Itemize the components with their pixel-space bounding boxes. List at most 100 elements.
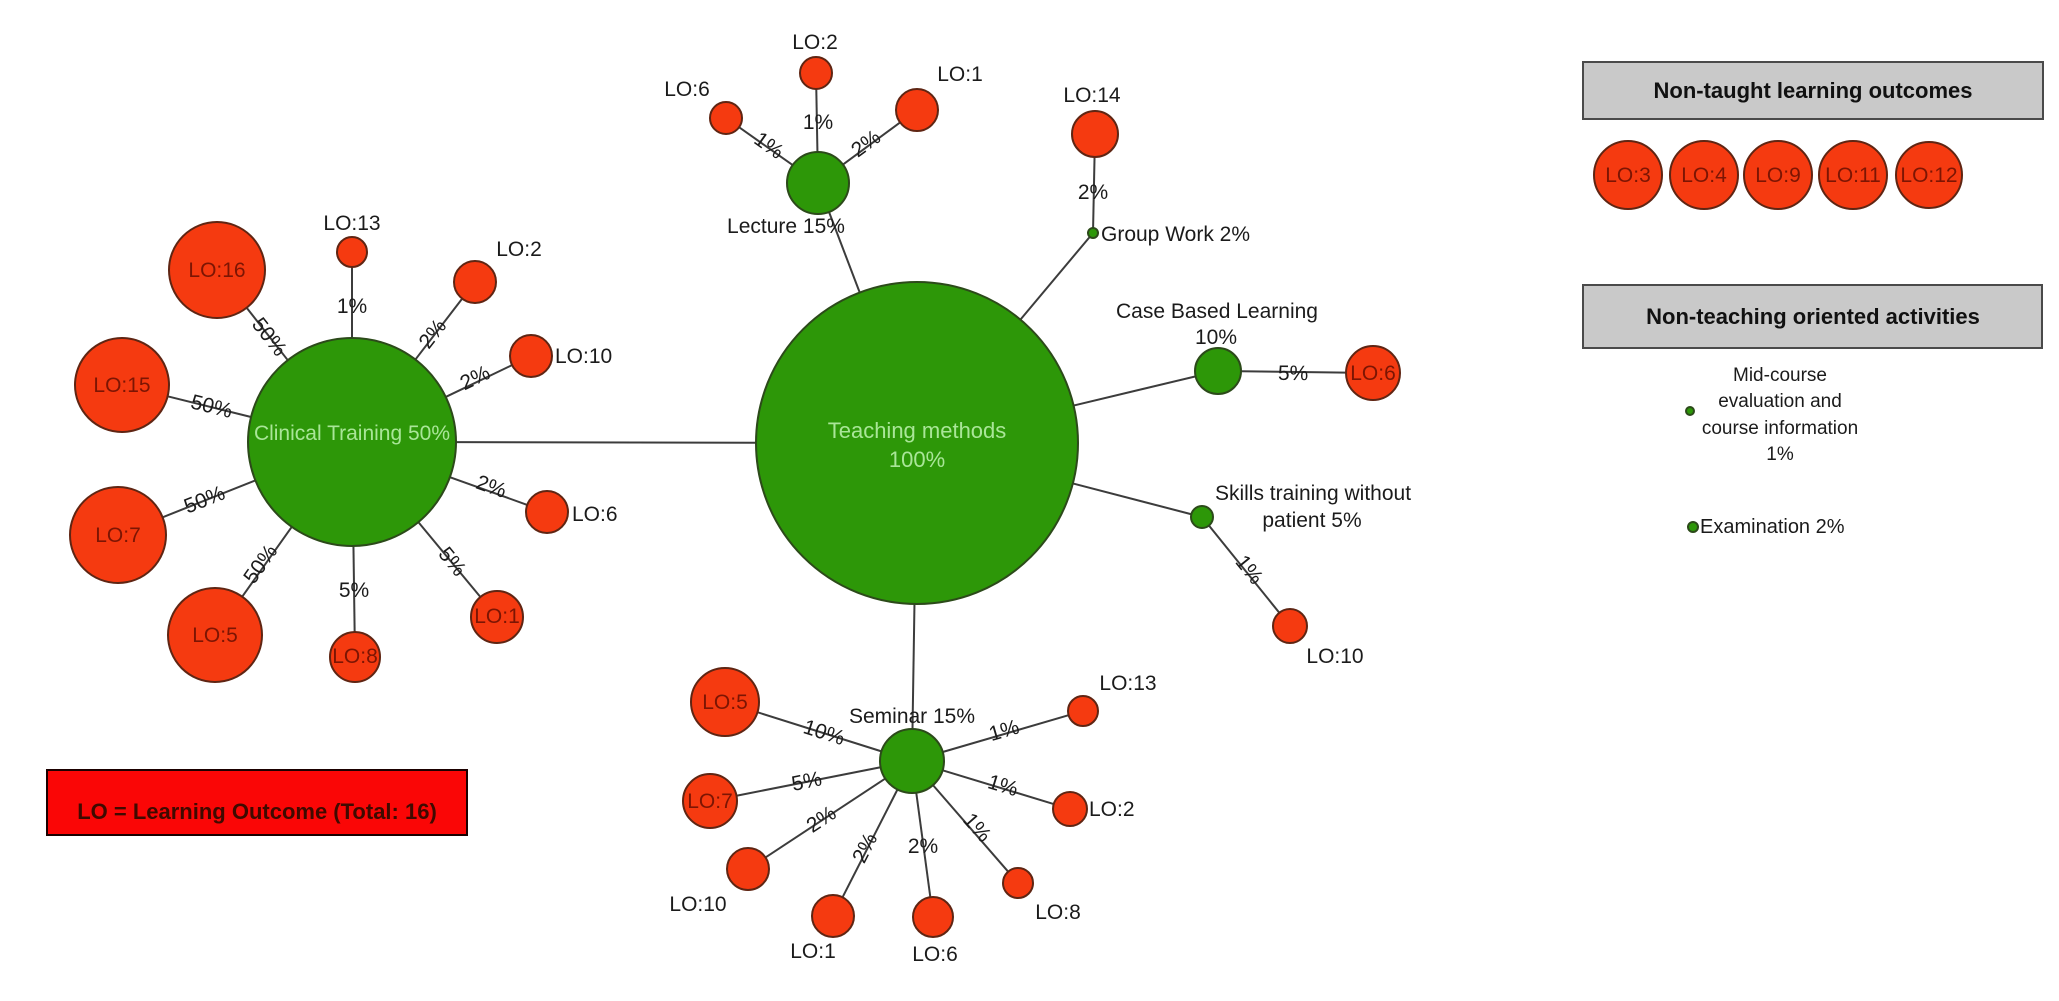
non-teaching-legend-title: Non-teaching oriented activities — [1646, 304, 1980, 329]
node-lec-lo1 — [895, 88, 939, 132]
node-cbl — [1194, 347, 1242, 395]
node-label-lg-lo11: LO:11 — [1825, 164, 1881, 187]
node-ct-lo15 — [74, 337, 170, 433]
node-cbl-lo6 — [1345, 345, 1401, 401]
node-sem-lo5 — [690, 667, 760, 737]
node-label-ct-lo7: LO:7 — [95, 524, 141, 547]
node-ct-lo16 — [168, 221, 266, 319]
node-label-sem: Seminar 15% — [849, 705, 975, 728]
node-ct-lo6 — [525, 490, 569, 534]
edge-tm-sem — [911, 603, 916, 730]
edge-ct-ct-lo16 — [245, 307, 289, 361]
edge-label-gw-gw-lo14: 2% — [1078, 181, 1108, 204]
node-gw-lo14 — [1071, 110, 1119, 158]
node-lec — [786, 151, 850, 215]
node-label-ct-lo5: LO:5 — [192, 624, 238, 647]
node-lg-mid — [1685, 406, 1695, 416]
node-label-ct-lo10: LO:10 — [555, 345, 612, 368]
node-label-sem-lo10: LO:10 — [669, 893, 726, 916]
edge-label-ct-ct-lo13: 1% — [337, 295, 367, 318]
node-sem-lo8 — [1002, 867, 1034, 899]
node-sem-lo13 — [1067, 695, 1099, 727]
node-label-sem-lo5: LO:5 — [702, 691, 748, 714]
non-teaching-legend-box — [1582, 284, 2043, 349]
node-label-sem-lo7: LO:7 — [687, 790, 733, 813]
node-label-ct-lo2: LO:2 — [496, 238, 542, 261]
node-label-tm: Teaching methods — [828, 418, 1007, 443]
node-sem-lo1 — [811, 894, 855, 938]
node-label-lec-lo6: LO:6 — [664, 78, 710, 101]
edge-tm-lec — [828, 211, 861, 293]
edge-ct-ct-lo8 — [352, 545, 356, 633]
node-label-sem-lo13: LO:13 — [1099, 672, 1156, 695]
node-lg-lo9 — [1743, 140, 1813, 210]
node-ct-lo1 — [470, 590, 524, 644]
node-stp — [1190, 505, 1214, 529]
node-label-lg-mid-3: 1% — [1766, 444, 1794, 465]
node-label-lg-lo9: LO:9 — [1755, 164, 1801, 187]
node-ct — [247, 337, 457, 547]
node-label-cbl-1: 10% — [1195, 326, 1237, 349]
edge-lec-lec-lo2 — [815, 88, 819, 153]
node-label-sem-lo2: LO:2 — [1089, 798, 1135, 821]
node-label-ct-lo13: LO:13 — [323, 212, 380, 235]
edge-sem-sem-lo8 — [932, 784, 1009, 873]
node-sem-lo10 — [726, 847, 770, 891]
node-label-lg-lo12: LO:12 — [1900, 164, 1957, 187]
node-ct-lo13 — [336, 236, 368, 268]
node-label-gw-lo14: LO:14 — [1063, 84, 1121, 107]
node-lg-lo11 — [1818, 140, 1888, 210]
node-label-ct-lo15: LO:15 — [93, 374, 150, 397]
edge-ct-ct-lo1 — [417, 521, 482, 598]
edge-ct-ct-lo5 — [241, 526, 293, 598]
edge-sem-sem-lo1 — [841, 789, 899, 898]
edge-sem-sem-lo6 — [915, 792, 932, 898]
edge-sem-sem-lo7 — [736, 766, 881, 797]
node-label-ct-lo6: LO:6 — [572, 503, 618, 526]
node-label-gw: Group Work 2% — [1101, 223, 1250, 246]
footnote-box — [46, 769, 468, 836]
non-taught-legend-title: Non-taught learning outcomes — [1654, 78, 1973, 103]
node-label-stp-lo10: LO:10 — [1306, 645, 1363, 668]
edge-stp-stp-lo10 — [1208, 524, 1281, 614]
node-sem-lo7 — [682, 773, 738, 829]
node-label-lg-mid: Mid-course — [1733, 365, 1827, 386]
node-label-lec-lo2: LO:2 — [792, 31, 838, 54]
edge-label-lec-lec-lo2: 1% — [803, 111, 833, 134]
node-label-lg-exam: Examination 2% — [1700, 516, 1845, 538]
edge-tm-cbl — [1073, 375, 1196, 407]
edge-ct-ct-lo15 — [167, 395, 252, 418]
node-label-ct: Clinical Training 50% — [254, 422, 450, 445]
node-label-sem-lo1: LO:1 — [790, 940, 836, 963]
node-ct-lo10 — [509, 334, 553, 378]
edge-lec-lec-lo6 — [738, 126, 794, 166]
node-ct-lo7 — [69, 486, 167, 584]
node-label-sem-lo8: LO:8 — [1035, 901, 1081, 924]
edge-ct-ct-lo2 — [414, 298, 463, 361]
edge-gw-gw-lo14 — [1092, 156, 1096, 229]
node-label-ct-lo16: LO:16 — [188, 259, 245, 282]
node-label-stp-1: patient 5% — [1262, 509, 1361, 532]
graph-layer: 50%1%2%50%2%50% 2%50%5%5%1%1%2%2%5%1%10%5… — [69, 31, 1963, 966]
edge-tm-stp — [1072, 482, 1192, 516]
node-lg-exam — [1687, 521, 1699, 533]
edge-sem-sem-lo13 — [942, 714, 1069, 753]
edge-sem-sem-lo5 — [757, 711, 882, 753]
edge-ct-ct-lo6 — [449, 476, 528, 506]
node-ct-lo8 — [329, 631, 381, 683]
node-label-lg-mid-1: evaluation and — [1718, 391, 1842, 412]
edge-label-cbl-cbl-lo6: 5% — [1278, 362, 1309, 385]
node-label-ct-lo8: LO:8 — [332, 645, 378, 668]
node-lg-lo4 — [1669, 140, 1739, 210]
edge-ct-ct-lo10 — [445, 364, 513, 398]
node-label-lg-mid-2: course information — [1702, 418, 1858, 439]
node-label-cbl: Case Based Learning — [1116, 300, 1318, 323]
node-lec-lo2 — [799, 56, 833, 90]
node-label-lec-lo1: LO:1 — [937, 63, 983, 86]
node-tm — [755, 281, 1079, 605]
node-lg-lo3 — [1593, 140, 1663, 210]
node-label-ct-lo1: LO:1 — [474, 605, 520, 628]
edge-sem-sem-lo10 — [764, 777, 886, 859]
edge-tm-gw — [1019, 236, 1091, 321]
